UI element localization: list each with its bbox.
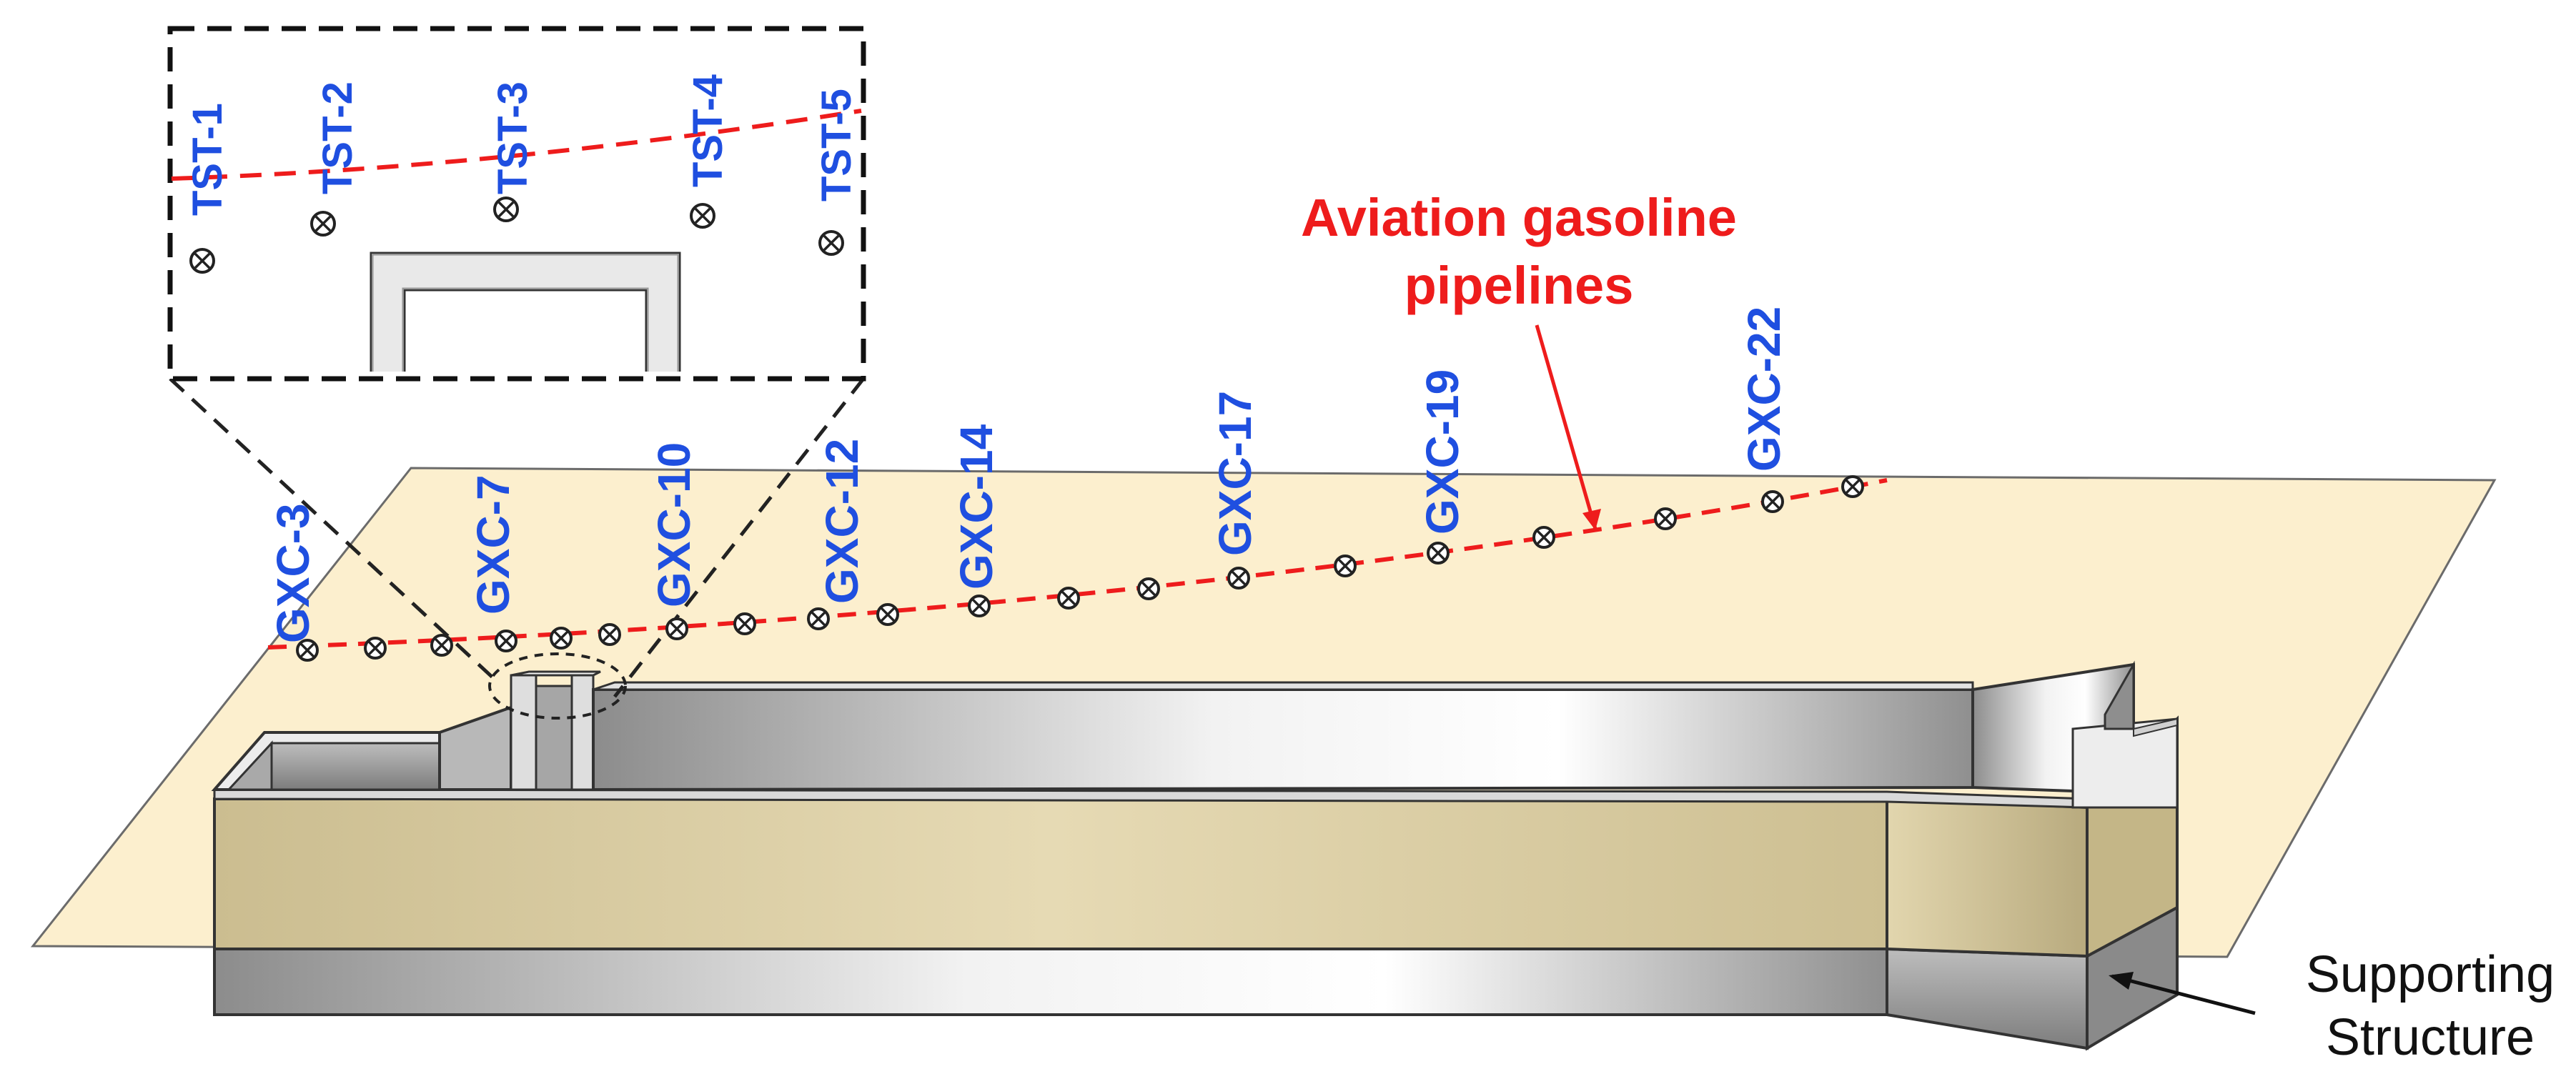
zoom-leader-left bbox=[169, 377, 502, 686]
pipeline-label-line-2: pipelines bbox=[1405, 256, 1634, 315]
survey-marker bbox=[818, 230, 844, 256]
pipeline-arrow bbox=[1535, 324, 1601, 530]
survey-marker bbox=[1137, 577, 1160, 600]
support-label-line-1: Supporting bbox=[2306, 946, 2555, 1003]
survey-marker bbox=[690, 203, 715, 229]
survey-marker bbox=[493, 197, 519, 222]
point-label-gxc-7: GXC-7 bbox=[467, 474, 519, 615]
zoom-leader-right bbox=[613, 377, 865, 698]
survey-marker bbox=[430, 634, 453, 657]
survey-marker bbox=[1057, 587, 1080, 610]
survey-marker bbox=[1227, 567, 1250, 590]
point-label-tst-5: TST-5 bbox=[813, 89, 860, 202]
survey-marker bbox=[665, 617, 688, 640]
survey-marker bbox=[364, 637, 387, 660]
support-arrow bbox=[2109, 972, 2256, 1015]
survey-marker bbox=[550, 627, 573, 650]
point-label-gxc-19: GXC-19 bbox=[1417, 369, 1468, 534]
survey-marker bbox=[1841, 475, 1864, 498]
survey-marker bbox=[733, 612, 756, 635]
supporting-structure bbox=[213, 905, 2179, 1051]
survey-marker bbox=[1532, 526, 1555, 549]
point-label-tst-3: TST-3 bbox=[490, 81, 536, 194]
pipeline-route bbox=[267, 478, 1888, 650]
point-label-gxc-12: GXC-12 bbox=[816, 439, 868, 604]
survey-marker bbox=[968, 595, 991, 617]
survey-marker bbox=[598, 623, 621, 646]
detail-focus-ellipse bbox=[488, 652, 627, 720]
point-label-gxc-17: GXC-17 bbox=[1209, 391, 1261, 556]
point-label-tst-1: TST-1 bbox=[184, 103, 231, 216]
survey-marker bbox=[189, 248, 215, 274]
pipeline-label-line-1: Aviation gasoline bbox=[1301, 188, 1737, 247]
point-label-gxc-14: GXC-14 bbox=[951, 424, 1002, 590]
survey-marker bbox=[1334, 555, 1357, 577]
excavation-pit bbox=[211, 660, 2179, 809]
inset-pipeline bbox=[171, 109, 862, 181]
point-label-gxc-22: GXC-22 bbox=[1738, 307, 1790, 472]
point-label-gxc-10: GXC-10 bbox=[648, 442, 700, 607]
survey-marker bbox=[876, 603, 899, 626]
gxc-labels: GXC-3 GXC-7 GXC-10 GXC-12 GXC-14 GXC-17 … bbox=[267, 307, 1790, 643]
point-label-tst-2: TST-2 bbox=[314, 81, 361, 194]
survey-marker bbox=[1427, 542, 1450, 565]
support-label-line-2: Structure bbox=[2326, 1009, 2535, 1066]
survey-marker bbox=[807, 607, 830, 630]
inset-point-markers bbox=[189, 197, 844, 274]
tst-labels: TST-1 TST-2 TST-3 TST-4 TST-5 bbox=[184, 74, 860, 216]
survey-marker bbox=[495, 630, 517, 652]
survey-marker bbox=[296, 639, 319, 662]
survey-marker bbox=[310, 211, 336, 237]
point-label-gxc-3: GXC-3 bbox=[267, 503, 319, 643]
retaining-wall bbox=[213, 715, 2179, 959]
point-label-tst-4: TST-4 bbox=[685, 74, 731, 187]
survey-marker bbox=[1654, 507, 1677, 530]
survey-marker bbox=[1761, 490, 1784, 513]
monitoring-point-markers bbox=[296, 475, 1864, 662]
